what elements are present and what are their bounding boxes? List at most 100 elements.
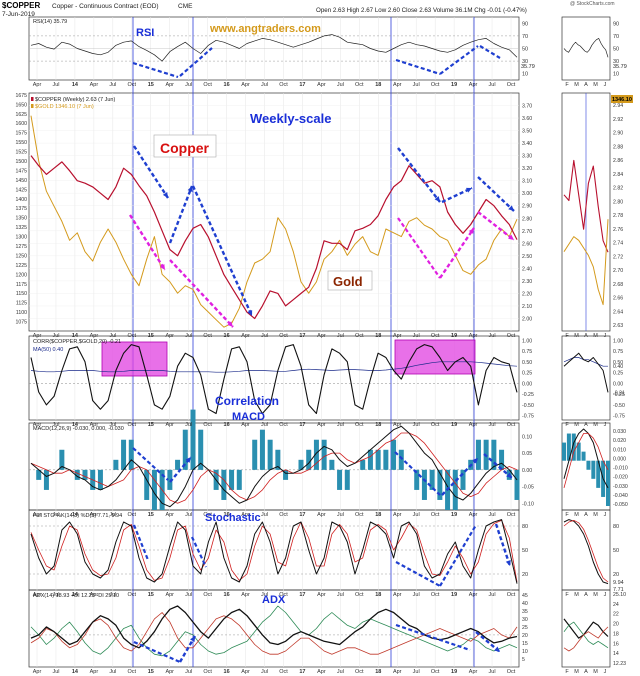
price-left-y-tick: 1400 bbox=[15, 197, 27, 203]
x-tick-label: Jul bbox=[185, 333, 192, 339]
adx-y-tick: 5 bbox=[522, 657, 525, 663]
x-tick-label: 15 bbox=[148, 82, 154, 88]
x-tick-label: Oct bbox=[507, 512, 516, 518]
macd-right-signal bbox=[563, 433, 609, 489]
stoch-right-y-tick: 7.71 bbox=[613, 587, 624, 593]
x-tick-label: Apr bbox=[469, 512, 478, 518]
corr-y-tick: 0.75 bbox=[522, 349, 532, 355]
rsi-right-y-tick: 50 bbox=[613, 47, 619, 53]
right-panel-frame bbox=[561, 16, 611, 81]
x-tick-label: 15 bbox=[148, 669, 154, 675]
macd-up-arrow-2-head bbox=[472, 458, 478, 464]
price-left-y-tick: 1600 bbox=[15, 121, 27, 127]
macd-right-y-tick: 0.010 bbox=[613, 447, 626, 453]
gold-last-value: 1346.10 bbox=[612, 97, 632, 103]
x-tick-label: Jul bbox=[52, 422, 59, 428]
x-tick-label: Apr bbox=[90, 669, 99, 675]
x-tick-label: Jul bbox=[413, 422, 420, 428]
right-x-tick-label: J bbox=[604, 82, 607, 88]
macd-up-arrow-2 bbox=[441, 457, 479, 496]
price-left-y-tick: 1675 bbox=[15, 93, 27, 99]
corr-y-tick: -0.75 bbox=[522, 414, 534, 420]
adx-right-y-tick: 12.23 bbox=[613, 661, 626, 667]
price-left-y-tick: 1375 bbox=[15, 206, 27, 212]
macd-up-arrow-head bbox=[185, 457, 191, 463]
x-tick-label: 16 bbox=[224, 592, 230, 598]
corr-right-y-tick: 0.25 bbox=[613, 371, 623, 377]
corr-ma-right bbox=[563, 357, 608, 367]
copper-legend: $COPPER (Weekly) 2.63 (7 Jun) bbox=[35, 97, 115, 103]
corr-legend: CORR($COPPER,$GOLD,20) -0.21 bbox=[33, 339, 121, 345]
right-price-y-tick: 2.82 bbox=[613, 186, 623, 192]
x-tick-label: 18 bbox=[375, 512, 381, 518]
adx-y-tick: 35 bbox=[522, 609, 528, 615]
x-tick-label: Oct bbox=[355, 592, 364, 598]
macd-histogram-bar bbox=[275, 449, 281, 470]
x-tick-label: 17 bbox=[299, 333, 305, 339]
right-price-y-tick: 2.78 bbox=[613, 213, 623, 219]
site-annotation: www.angtraders.com bbox=[209, 23, 321, 35]
x-tick-label: Apr bbox=[393, 82, 402, 88]
header-watermark: @ StockCharts.com bbox=[570, 1, 615, 7]
x-tick-label: Jul bbox=[52, 82, 59, 88]
adx-right-y-tick: 16 bbox=[613, 641, 619, 647]
macd-histogram-bar bbox=[321, 439, 327, 470]
gold-down-arrow-2 bbox=[397, 217, 441, 279]
macd-right-bar bbox=[591, 460, 596, 479]
corr-right-y-tick: -0.50 bbox=[613, 403, 625, 409]
x-tick-label: Oct bbox=[203, 333, 212, 339]
price-left-y-tick: 1100 bbox=[16, 310, 27, 316]
macd-right-y-tick: -0.050 bbox=[613, 502, 628, 508]
macd-right-y-tick: 0.020 bbox=[613, 438, 626, 444]
x-tick-label: Apr bbox=[90, 333, 99, 339]
macd-histogram-bar bbox=[429, 469, 435, 490]
stoch-right-y-tick: 9.94 bbox=[613, 580, 624, 586]
x-tick-label: Jul bbox=[261, 669, 268, 675]
price-right-y-tick: 2.90 bbox=[522, 204, 532, 210]
price-right-y-tick: 2.20 bbox=[522, 291, 532, 297]
macd-histogram-bar bbox=[360, 459, 366, 470]
adx-right-y-tick: 18 bbox=[613, 631, 619, 637]
x-tick-label: 17 bbox=[299, 512, 305, 518]
copper-label-box bbox=[153, 134, 217, 158]
macd-annotation: MACD bbox=[232, 411, 265, 423]
adx-down-arrow bbox=[133, 640, 181, 664]
adx-plus-di-line bbox=[30, 605, 518, 657]
right-x-tick-label: J bbox=[604, 333, 607, 339]
gold-legend: $GOLD 1346.10 (7 Jun) bbox=[35, 104, 94, 110]
correlation-highlight-box bbox=[101, 341, 168, 377]
macd-right-y-tick: -0.010 bbox=[613, 466, 628, 472]
x-tick-label: Apr bbox=[33, 333, 42, 339]
macd-histogram-bar bbox=[421, 469, 427, 500]
adx-right-y-tick: 20 bbox=[613, 622, 619, 628]
x-tick-label: 19 bbox=[451, 422, 457, 428]
x-tick-label: Oct bbox=[128, 333, 137, 339]
stoch-down-arrow-3 bbox=[395, 561, 441, 587]
corr-line bbox=[30, 344, 518, 415]
x-tick-label: 14 bbox=[72, 512, 79, 518]
stoch-up-arrow bbox=[439, 524, 477, 587]
x-tick-label: 17 bbox=[299, 422, 305, 428]
price-right-y-tick: 3.70 bbox=[522, 104, 532, 110]
main-panel-frame bbox=[28, 92, 520, 332]
x-tick-label: Oct bbox=[203, 422, 212, 428]
header-exchange: CME bbox=[178, 3, 193, 10]
right-x-tick-label: F bbox=[565, 512, 569, 518]
x-tick-label: 14 bbox=[72, 422, 79, 428]
corr-right-y-tick: 1.00 bbox=[613, 338, 623, 344]
price-right-y-tick: 3.20 bbox=[522, 166, 532, 172]
rsi-right-y-tick: 90 bbox=[613, 21, 619, 27]
copper-annotation: Copper bbox=[160, 140, 210, 156]
rsi-y-tick: 10 bbox=[522, 72, 528, 78]
x-tick-label: Jul bbox=[489, 333, 496, 339]
gold-annotation: Gold bbox=[333, 274, 363, 289]
copper-down-arrow bbox=[132, 145, 170, 199]
x-tick-label: Oct bbox=[355, 82, 364, 88]
correlation-highlight-box bbox=[394, 339, 476, 375]
price-right-y-tick: 2.60 bbox=[522, 241, 532, 247]
corr-ma-line bbox=[30, 361, 518, 373]
x-tick-label: Oct bbox=[128, 82, 137, 88]
right-price-y-tick: 2.84 bbox=[613, 172, 623, 178]
x-tick-label: Oct bbox=[203, 592, 212, 598]
